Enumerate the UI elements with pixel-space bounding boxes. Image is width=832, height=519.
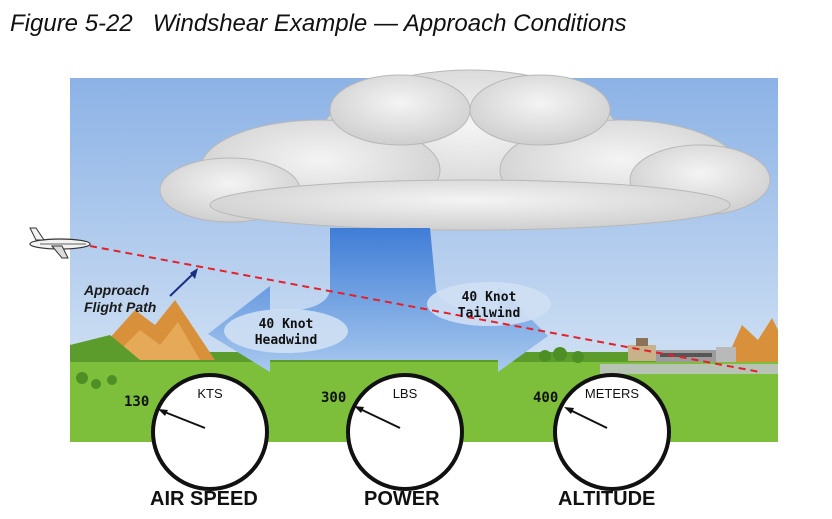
- power-unit: LBS: [393, 386, 418, 401]
- headwind-label-line2: Headwind: [255, 333, 318, 348]
- flight-path-pointer-arrow: [169, 268, 198, 297]
- airspeed-label: AIR SPEED: [150, 488, 258, 510]
- power-label: POWER: [364, 488, 440, 510]
- power-value: 300: [321, 390, 346, 406]
- altitude-needle: [567, 408, 608, 429]
- power-gauge: LBS 300: [321, 373, 464, 491]
- figure-number: Figure 5-22: [10, 10, 133, 37]
- airspeed-gauge: KTS 130: [124, 373, 269, 491]
- mountains-right: [725, 318, 778, 362]
- trees: [539, 347, 584, 363]
- aircraft-icon: [29, 227, 91, 259]
- flight-path-label-line1: Approach: [83, 282, 149, 298]
- airspeed-unit: KTS: [197, 386, 223, 401]
- mountains-left: [70, 300, 215, 389]
- altitude-value: 400: [533, 390, 558, 406]
- figure-title: Figure 5-22 Windshear Example — Approach …: [10, 10, 627, 38]
- airspeed-value: 130: [124, 394, 149, 410]
- power-needle: [357, 407, 401, 429]
- tailwind-label-line1: 40 Knot: [462, 290, 517, 305]
- tailwind-label-line2: Tailwind: [458, 306, 521, 321]
- headwind-label-line1: 40 Knot: [259, 317, 314, 332]
- altitude-label: ALTITUDE: [558, 488, 656, 510]
- airport-buildings: [628, 338, 736, 362]
- altitude-unit: METERS: [585, 386, 640, 401]
- altitude-gauge: METERS 400: [533, 373, 671, 491]
- flight-path-label-line2: Flight Path: [84, 299, 156, 315]
- airspeed-needle: [161, 410, 206, 429]
- runway: [600, 364, 778, 374]
- figure-caption: Windshear Example — Approach Conditions: [152, 10, 627, 37]
- flight-path-line: [89, 245, 761, 373]
- storm-cloud: [159, 69, 771, 231]
